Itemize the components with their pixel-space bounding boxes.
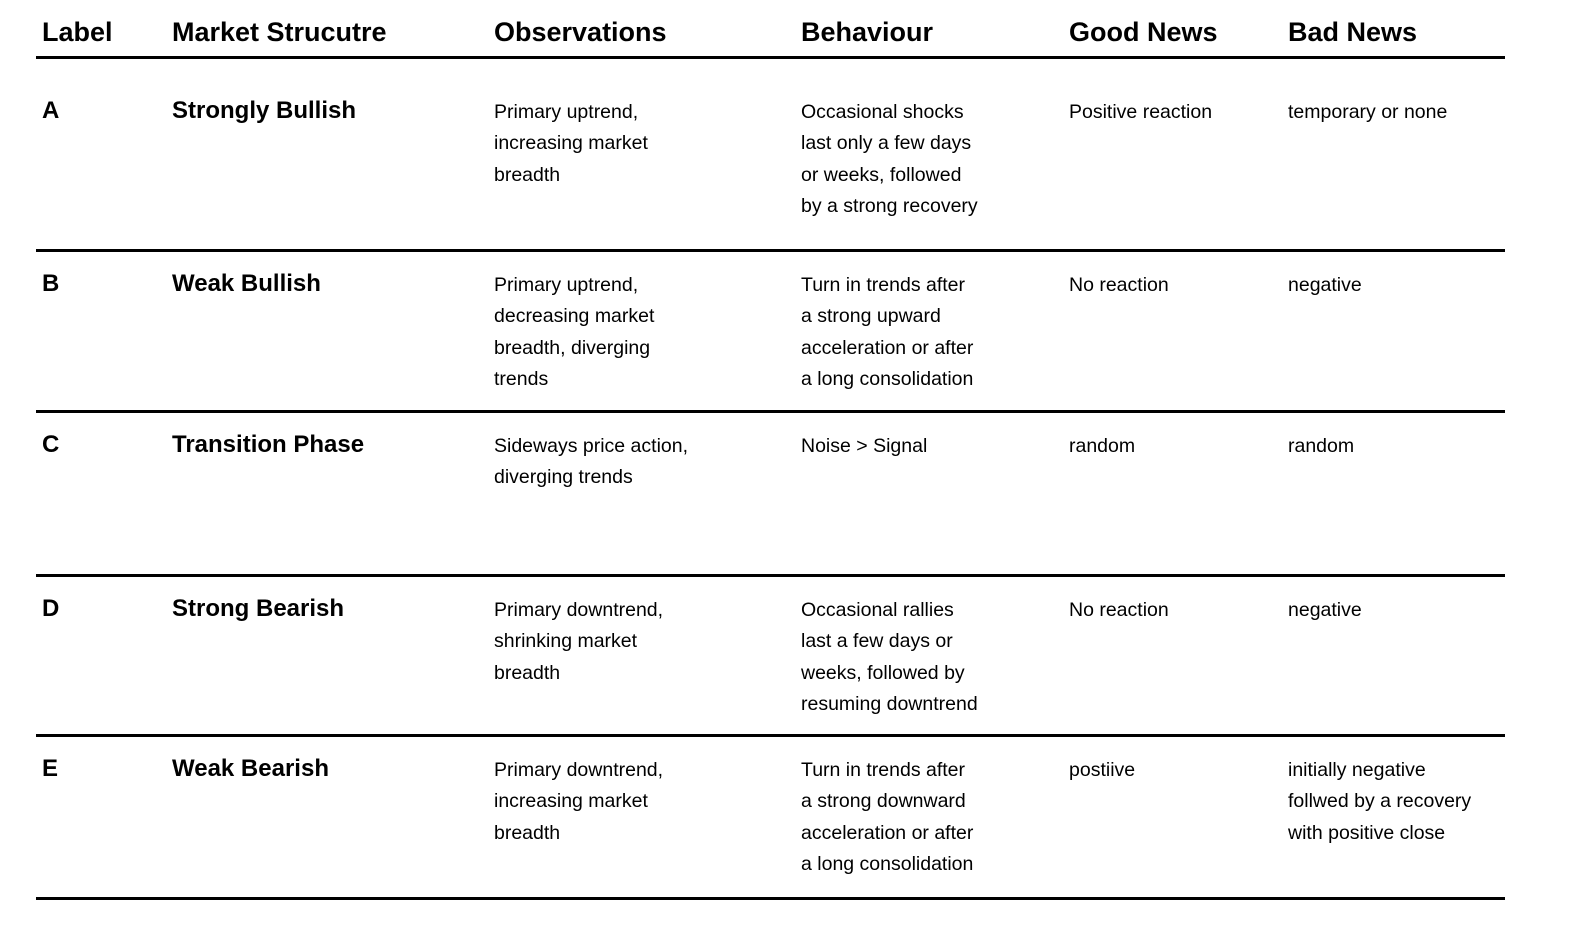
table-row: D Strong Bearish Primary downtrend, shri… (36, 575, 1505, 735)
cell-bad-news: random (1288, 434, 1355, 457)
cell-bad-news: negative (1288, 598, 1362, 621)
cell-observations: Primary uptrend, increasing market bread… (494, 100, 648, 186)
table-header-row: Label Market Strucutre Observations Beha… (36, 0, 1505, 59)
column-header-good-news: Good News (1069, 0, 1288, 59)
cell-behaviour: Occasional rallies last a few days or we… (801, 598, 978, 716)
table-row: E Weak Bearish Primary downtrend, increa… (36, 735, 1505, 898)
cell-behaviour: Turn in trends after a strong upward acc… (801, 273, 974, 391)
cell-good-news: postiive (1069, 758, 1136, 781)
cell-market-structure: Transition Phase (172, 430, 365, 458)
cell-bad-news: negative (1288, 273, 1362, 296)
column-header-label: Label (36, 0, 172, 59)
cell-label: E (42, 754, 59, 782)
cell-good-news: No reaction (1069, 273, 1169, 296)
cell-observations: Primary downtrend, increasing market bre… (494, 758, 664, 844)
cell-good-news: No reaction (1069, 598, 1169, 621)
cell-observations: Sideways price action, diverging trends (494, 434, 689, 489)
cell-market-structure: Weak Bearish (172, 754, 329, 782)
cell-market-structure: Strong Bearish (172, 594, 345, 622)
cell-bad-news: temporary or none (1288, 100, 1448, 123)
cell-observations: Primary downtrend, shrinking market brea… (494, 598, 664, 684)
cell-good-news: random (1069, 434, 1136, 457)
column-header-market-structure: Market Strucutre (172, 0, 494, 59)
column-header-observations: Observations (494, 0, 801, 59)
cell-label: D (42, 594, 60, 622)
cell-good-news: Positive reaction (1069, 100, 1213, 123)
cell-behaviour: Noise > Signal (801, 434, 928, 457)
table-row: A Strongly Bullish Primary uptrend, incr… (36, 57, 1505, 250)
cell-bad-news: initially negative follwed by a recovery… (1288, 758, 1472, 844)
column-header-bad-news: Bad News (1288, 0, 1505, 59)
cell-market-structure: Strongly Bullish (172, 96, 357, 124)
cell-label: C (42, 430, 60, 458)
table-row: B Weak Bullish Primary uptrend, decreasi… (36, 250, 1505, 411)
cell-behaviour: Turn in trends after a strong downward a… (801, 758, 974, 876)
column-header-behaviour: Behaviour (801, 0, 1069, 59)
cell-label: A (42, 96, 60, 124)
cell-market-structure: Weak Bullish (172, 269, 321, 297)
cell-observations: Primary uptrend, decreasing market bread… (494, 273, 655, 391)
table-row: C Transition Phase Sideways price action… (36, 411, 1505, 575)
cell-behaviour: Occasional shocks last only a few days o… (801, 100, 978, 218)
cell-label: B (42, 269, 60, 297)
market-structure-table: Label Market Strucutre Observations Beha… (36, 0, 1505, 900)
